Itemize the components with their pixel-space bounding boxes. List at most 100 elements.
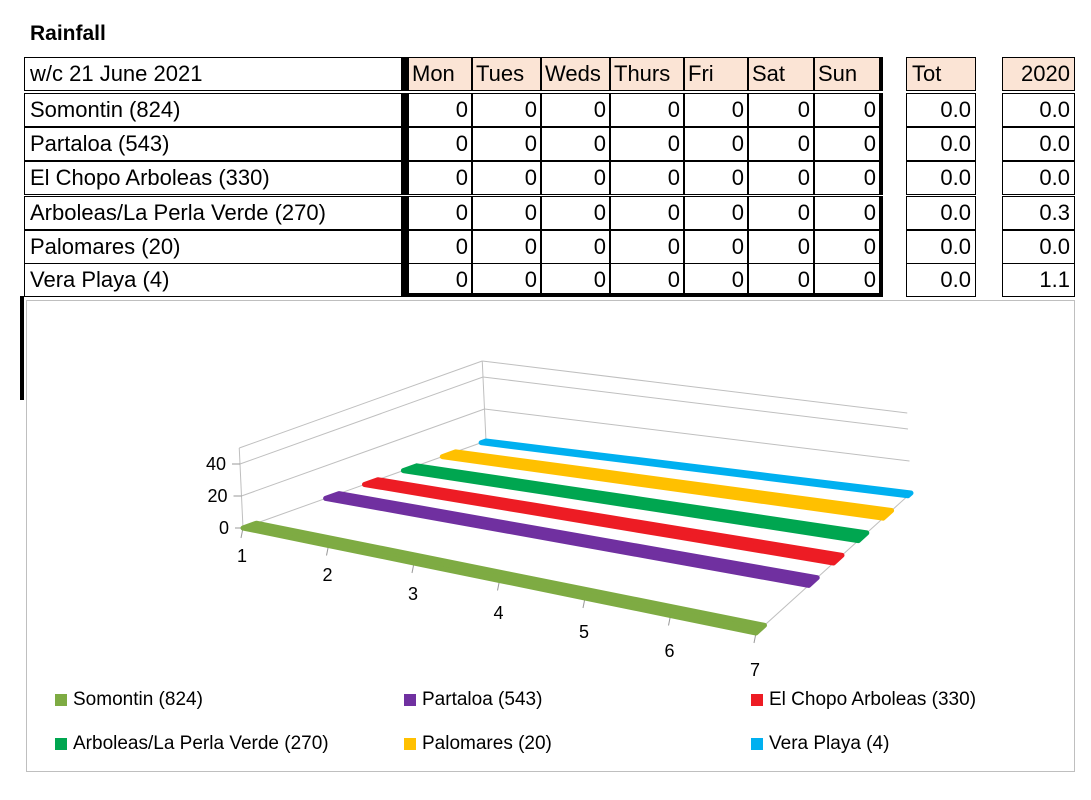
legend-swatch xyxy=(404,738,416,750)
day-value: 0 xyxy=(684,127,748,161)
table-title: Rainfall xyxy=(30,22,106,45)
year-total-value: 0.0 xyxy=(1002,230,1075,264)
wall-edge xyxy=(481,360,487,442)
station-name: Arboleas/La Perla Verde (270) xyxy=(24,196,405,230)
day-value: 0 xyxy=(405,93,472,127)
day-value: 0 xyxy=(748,196,814,230)
table-left-border xyxy=(20,296,24,400)
day-value: 0 xyxy=(472,196,541,230)
week-label: w/c 21 June 2021 xyxy=(24,57,405,91)
day-value: 0 xyxy=(684,196,748,230)
year-total-value: 0.0 xyxy=(1002,93,1075,127)
gridline-back xyxy=(484,408,910,462)
legend-label: Partaloa (543) xyxy=(422,689,543,710)
total-value: 0.0 xyxy=(906,127,976,161)
day-value: 0 xyxy=(472,230,541,264)
x-tick-label: 4 xyxy=(493,603,503,623)
day-value: 0 xyxy=(610,230,684,264)
series-ribbon-4 xyxy=(400,463,870,544)
year-total-value: 1.1 xyxy=(1002,263,1075,297)
day-value: 0 xyxy=(814,161,883,195)
day-header-weds: Weds xyxy=(541,57,610,91)
legend-label: Arboleas/La Perla Verde (270) xyxy=(73,733,329,754)
day-value: 0 xyxy=(814,93,883,127)
day-value: 0 xyxy=(541,161,610,195)
day-value: 0 xyxy=(610,93,684,127)
legend-label: El Chopo Arboleas (330) xyxy=(769,689,977,710)
total-value: 0.0 xyxy=(906,161,976,195)
station-name: Vera Playa (4) xyxy=(24,263,405,297)
y-tick-label: 40 xyxy=(206,454,226,474)
series-ribbon-3 xyxy=(362,477,845,566)
day-header-fri: Fri xyxy=(684,57,748,91)
y-tick-label: 20 xyxy=(207,486,227,506)
day-value: 0 xyxy=(405,161,472,195)
wall-edge xyxy=(482,360,908,414)
day-value: 0 xyxy=(541,263,610,297)
legend-label: Somontin (824) xyxy=(73,689,203,710)
total-value: 0.0 xyxy=(906,196,976,230)
station-name: Partaloa (543) xyxy=(24,127,405,161)
series-ribbon-6 xyxy=(478,438,914,499)
station-name: Palomares (20) xyxy=(24,230,405,264)
day-value: 0 xyxy=(748,263,814,297)
legend-item: Arboleas/La Perla Verde (270) xyxy=(55,733,329,755)
legend-item: Partaloa (543) xyxy=(404,689,542,711)
day-value: 0 xyxy=(814,127,883,161)
gridline-back xyxy=(482,376,909,430)
total-value: 0.0 xyxy=(906,93,976,127)
series-ribbon-5 xyxy=(439,449,895,521)
day-value: 0 xyxy=(748,161,814,195)
day-value: 0 xyxy=(684,263,748,297)
legend-item: Palomares (20) xyxy=(404,733,552,755)
day-value: 0 xyxy=(541,93,610,127)
x-tick-label: 1 xyxy=(237,546,247,566)
legend-item: Vera Playa (4) xyxy=(751,733,889,755)
day-value: 0 xyxy=(405,196,472,230)
day-value: 0 xyxy=(610,196,684,230)
year-total-value: 0.0 xyxy=(1002,127,1075,161)
day-value: 0 xyxy=(472,127,541,161)
gridline-side xyxy=(241,408,485,497)
series-ribbon-2 xyxy=(323,491,820,588)
legend-swatch xyxy=(404,694,416,706)
day-value: 0 xyxy=(541,127,610,161)
day-value: 0 xyxy=(748,93,814,127)
day-header-sat: Sat xyxy=(748,57,814,91)
day-value: 0 xyxy=(684,230,748,264)
day-value: 0 xyxy=(814,196,883,230)
day-value: 0 xyxy=(748,230,814,264)
gridline-side xyxy=(239,376,484,465)
day-value: 0 xyxy=(405,263,472,297)
day-value: 0 xyxy=(541,196,610,230)
x-tick-label: 3 xyxy=(408,584,418,604)
total-value: 0.0 xyxy=(906,230,976,264)
x-tick-label: 7 xyxy=(750,660,760,680)
day-value: 0 xyxy=(684,161,748,195)
legend-swatch xyxy=(751,694,763,706)
legend-swatch xyxy=(751,738,763,750)
year-header: 2020 xyxy=(1002,57,1075,91)
day-value: 0 xyxy=(405,127,472,161)
day-header-mon: Mon xyxy=(405,57,472,91)
day-value: 0 xyxy=(610,127,684,161)
day-value: 0 xyxy=(472,263,541,297)
day-value: 0 xyxy=(814,230,883,264)
legend-swatch xyxy=(55,738,67,750)
legend-label: Vera Playa (4) xyxy=(769,733,890,754)
day-value: 0 xyxy=(610,263,684,297)
x-tick-label: 5 xyxy=(579,622,589,642)
day-value: 0 xyxy=(541,230,610,264)
day-header-thurs: Thurs xyxy=(610,57,684,91)
legend-label: Palomares (20) xyxy=(422,733,552,754)
year-total-value: 0.0 xyxy=(1002,161,1075,195)
legend-item: El Chopo Arboleas (330) xyxy=(751,689,976,711)
wall-edge xyxy=(239,360,483,449)
day-value: 0 xyxy=(472,93,541,127)
day-header-sun: Sun xyxy=(814,57,883,91)
day-value: 0 xyxy=(684,93,748,127)
rainfall-chart: 0 20 40 1 2 3 4 5 6 7 Somontin (824) Partaloa (543… xyxy=(26,300,1075,772)
x-tick-label: 2 xyxy=(322,565,332,585)
total-header: Tot xyxy=(906,57,976,91)
series-ribbon-1 xyxy=(240,520,767,636)
